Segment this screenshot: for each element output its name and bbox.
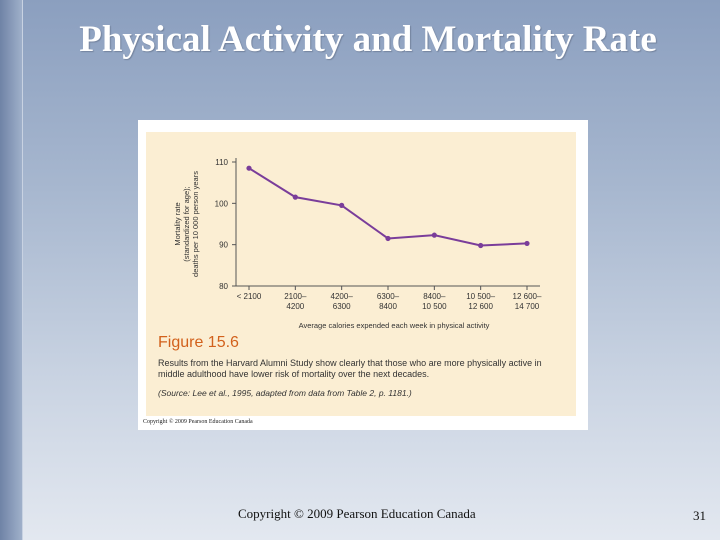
figure-frame: 80 90 100 110 Mortality rate (standardized fo… — [138, 120, 588, 430]
x-tick-label: 14 700 — [515, 302, 540, 311]
x-tick-label: 8400 — [379, 302, 397, 311]
x-tick-label: 10 500– — [466, 292, 495, 301]
data-point — [524, 240, 530, 247]
data-point — [431, 232, 437, 238]
data-point — [339, 202, 345, 208]
x-tick-label: 8400– — [423, 292, 446, 301]
mortality-series-line — [248, 167, 528, 247]
x-tick-label: 6300 — [333, 302, 351, 311]
x-tick-label: 2100– — [284, 292, 307, 301]
y-axis-title: Mortality rate (standardized for age); dea… — [173, 171, 200, 277]
y-axis-title-line: Mortality rate — [173, 202, 182, 245]
figure-caption: Results from the Harvard Alumni Study sh… — [158, 358, 542, 379]
x-tick-label: 10 500 — [422, 302, 447, 311]
y-tick-label: 80 — [219, 282, 228, 291]
data-point — [292, 194, 298, 200]
data-point — [385, 235, 391, 242]
figure-source: (Source: Lee et al., 1995, adapted from … — [158, 388, 412, 398]
slide-title: Physical Activity and Mortality Rate — [79, 19, 657, 60]
x-tick-label: 12 600 — [468, 302, 493, 311]
figure-copyright: Copyright © 2009 Pearson Education Canad… — [143, 419, 253, 425]
y-axis-title-line: deaths per 10 000 person years — [191, 171, 200, 277]
page-number: 31 — [693, 508, 706, 523]
y-tick-label: 90 — [219, 241, 228, 250]
y-tick-label: 110 — [215, 158, 228, 167]
x-tick-label: < 2100 — [237, 292, 262, 301]
x-tick-label: 4200– — [331, 292, 354, 301]
data-point — [246, 165, 252, 171]
x-tick-label: 12 600– — [513, 292, 542, 301]
figure-panel — [146, 132, 576, 416]
data-point — [478, 242, 484, 249]
slide-side-strip — [0, 0, 23, 540]
x-axis-title: Average calories expended each week in p… — [299, 321, 490, 330]
y-axis-title-line: (standardized for age); — [182, 186, 191, 261]
y-tick-label: 100 — [215, 199, 229, 208]
footer-copyright: Copyright © 2009 Pearson Education Canad… — [238, 506, 476, 521]
figure-number: Figure 15.6 — [158, 334, 239, 351]
x-tick-label: 6300– — [377, 292, 400, 301]
mortality-line-chart: 80 90 100 110 Mortality rate (standardized fo… — [173, 158, 542, 330]
x-tick-label: 4200 — [286, 302, 304, 311]
